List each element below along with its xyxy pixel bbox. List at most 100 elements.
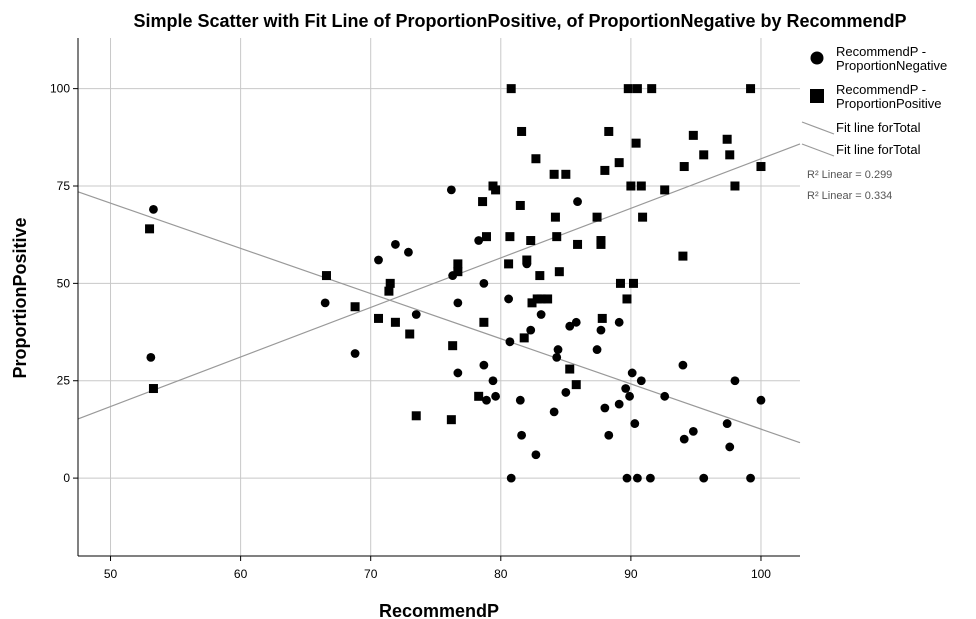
positive-point xyxy=(543,294,553,304)
positive-point xyxy=(474,391,484,401)
positive-point xyxy=(561,169,571,179)
y-tick-label: 25 xyxy=(57,374,71,388)
negative-point xyxy=(565,321,575,331)
axes: 50 60 70 80 90 100 0 25 50 75 100 xyxy=(50,38,800,581)
positive-point xyxy=(554,267,564,277)
negative-point xyxy=(630,419,640,428)
positive-point xyxy=(531,154,541,164)
positive-point xyxy=(730,181,740,191)
negative-point xyxy=(350,349,360,358)
y-tick-label: 75 xyxy=(57,179,71,193)
positive-point xyxy=(448,341,458,351)
y-tick-label: 100 xyxy=(50,82,70,96)
positive-point xyxy=(746,84,756,94)
legend-circle-marker xyxy=(810,51,824,65)
positive-point xyxy=(145,224,155,234)
positive-point xyxy=(600,165,610,175)
negative-point xyxy=(746,473,755,483)
positive-point xyxy=(631,138,641,148)
negative-point xyxy=(600,403,610,413)
grid xyxy=(78,38,800,556)
negative-point xyxy=(730,376,740,386)
positive-point xyxy=(390,317,400,327)
negative-point xyxy=(660,391,670,401)
positive-point xyxy=(632,84,642,94)
positive-point xyxy=(596,239,606,249)
x-tick-label: 100 xyxy=(751,567,771,581)
x-tick-label: 80 xyxy=(494,567,508,581)
positive-point xyxy=(321,271,331,281)
legend-fit-line-marker xyxy=(801,121,835,135)
positive-point xyxy=(565,364,575,374)
positive-point xyxy=(571,380,581,390)
positive-point xyxy=(453,267,463,277)
fit-line-2 xyxy=(77,143,801,420)
positive-point xyxy=(597,313,607,323)
negative-point xyxy=(604,430,614,440)
negative-point xyxy=(482,395,491,405)
x-tick-label: 50 xyxy=(104,567,118,581)
legend-label: Fit line forTotal xyxy=(836,142,921,157)
negative-point xyxy=(622,473,632,483)
negative-point xyxy=(553,345,563,354)
positive-point xyxy=(614,158,624,168)
positive-point xyxy=(628,278,638,288)
r2-label: R² Linear = 0.299 xyxy=(807,169,892,181)
positive-point xyxy=(660,185,670,195)
negative-point xyxy=(453,298,463,308)
positive-point xyxy=(647,84,657,94)
negative-point xyxy=(596,325,606,335)
y-tick-label: 0 xyxy=(63,471,70,485)
negative-point xyxy=(491,391,500,401)
positive-point xyxy=(688,130,698,140)
negative-point xyxy=(756,395,766,405)
negative-point xyxy=(526,325,536,335)
negative-point xyxy=(391,240,400,249)
legend-fit-line-marker xyxy=(801,143,835,157)
negative-point xyxy=(552,352,562,362)
negative-point xyxy=(404,247,413,257)
data-points xyxy=(145,84,766,483)
positive-point xyxy=(636,181,646,191)
positive-point xyxy=(384,286,394,296)
negative-point xyxy=(561,388,571,397)
negative-point xyxy=(474,236,484,245)
negative-point xyxy=(627,368,637,378)
positive-point xyxy=(527,298,537,308)
negative-point xyxy=(679,434,689,444)
positive-point xyxy=(592,212,602,222)
positive-point xyxy=(515,200,525,210)
negative-point xyxy=(636,376,646,386)
positive-point xyxy=(526,236,536,246)
negative-point xyxy=(515,395,525,405)
fit-line-1 xyxy=(77,191,801,444)
negative-point xyxy=(678,360,688,370)
positive-point xyxy=(517,126,527,136)
r2-labels: R² Linear = 0.299 R² Linear = 0.334 xyxy=(807,169,892,202)
chart-title: Simple Scatter with Fit Line of Proporti… xyxy=(133,11,906,31)
negative-point xyxy=(149,204,158,214)
positive-point xyxy=(722,134,732,144)
negative-point xyxy=(645,473,655,483)
positive-point xyxy=(405,329,415,339)
negative-point xyxy=(688,426,698,436)
positive-point xyxy=(626,181,636,191)
positive-point xyxy=(478,197,488,207)
x-axis-title: RecommendP xyxy=(379,601,499,619)
negative-point xyxy=(517,430,527,440)
positive-point xyxy=(535,271,545,281)
positive-point xyxy=(479,317,489,327)
positive-point xyxy=(374,313,384,323)
negative-point xyxy=(625,391,634,401)
positive-point xyxy=(622,294,632,304)
positive-point xyxy=(699,150,709,160)
legend-label: ProportionPositive xyxy=(836,96,942,111)
positive-point xyxy=(519,333,529,343)
positive-point xyxy=(506,84,516,94)
x-tick-label: 60 xyxy=(234,567,248,581)
positive-point xyxy=(385,278,395,288)
positive-point xyxy=(615,278,625,288)
x-tick-label: 70 xyxy=(364,567,378,581)
positive-point xyxy=(453,259,463,269)
